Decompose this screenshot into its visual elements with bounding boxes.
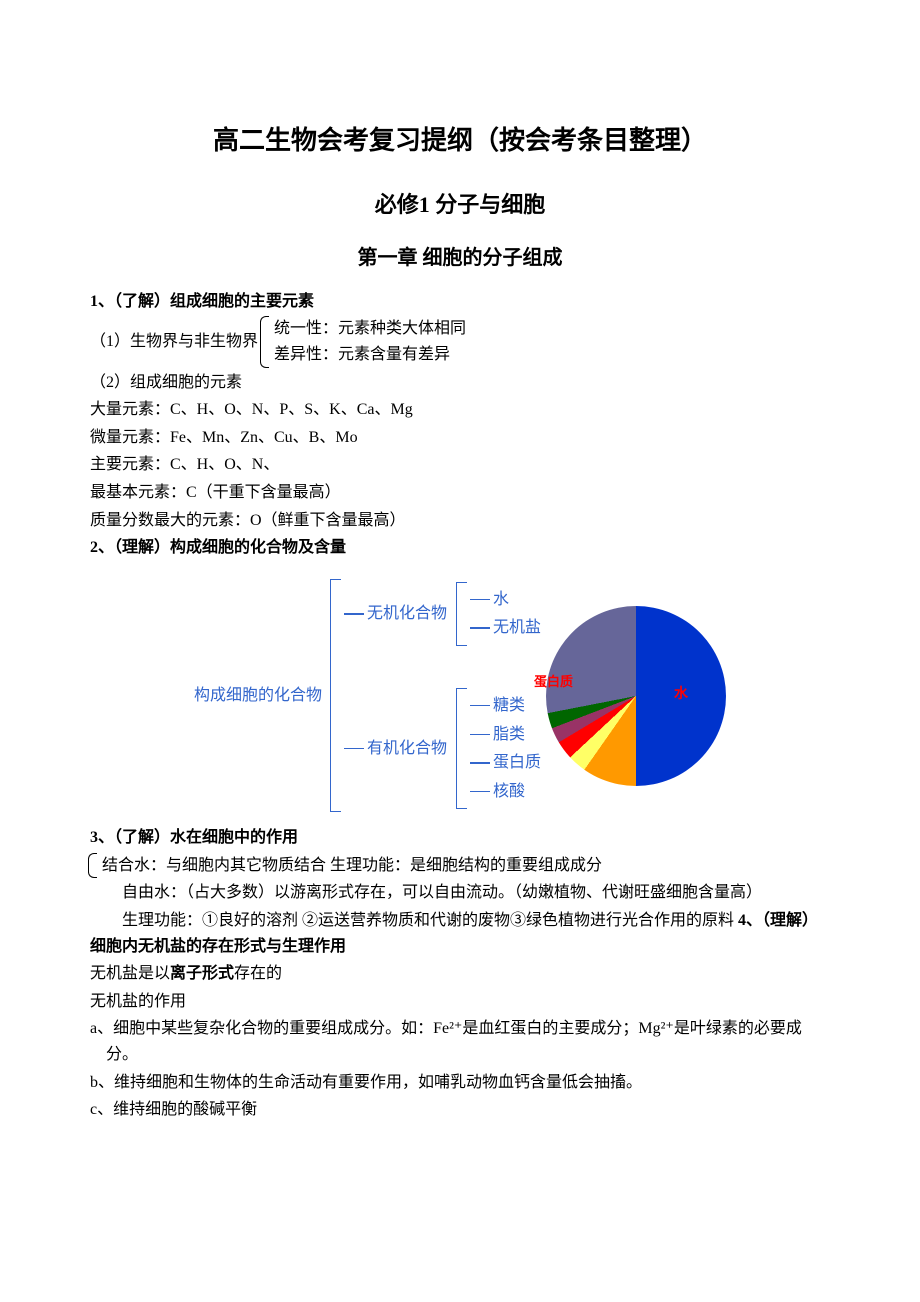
- s1-bracket2: 差异性：元素含量有差异: [262, 342, 466, 368]
- tree-organic: 有机化合物: [367, 736, 447, 762]
- leaf-salt: 无机盐: [493, 615, 541, 641]
- s4-la: a、细胞中某些复杂化合物的重要组成成分。如：Fe²⁺是血红蛋白的主要成分；Mg²…: [90, 1016, 830, 1067]
- s1-l1: 大量元素：C、H、O、N、P、S、K、Ca、Mg: [90, 397, 830, 423]
- pie-chart: 水 蛋白质: [546, 606, 726, 786]
- section2-heading: 2、（理解）构成细胞的化合物及含量: [90, 535, 830, 561]
- leaf-water: 水: [493, 587, 509, 613]
- section3-heading: 3、（了解）水在细胞中的作用: [90, 825, 830, 851]
- composition-chart: 构成细胞的化合物 无机化合物 水 无机盐 有机化合物 糖类 脂类 蛋白质 核酸: [90, 581, 830, 811]
- s1-l5: 质量分数最大的元素：O（鲜重下含量最高）: [90, 508, 830, 534]
- leaf-lipid: 脂类: [493, 722, 525, 748]
- tree-inorganic: 无机化合物: [367, 601, 447, 627]
- s4-lb: b、维持细胞和生物体的生命活动有重要作用，如哺乳动物血钙含量低会抽搐。: [90, 1070, 830, 1096]
- tree-root: 构成细胞的化合物: [194, 683, 322, 709]
- s1-l2: 微量元素：Fe、Mn、Zn、Cu、B、Mo: [90, 425, 830, 451]
- leaf-na: 核酸: [493, 779, 525, 805]
- s4-p1: 无机盐是以离子形式存在的: [90, 961, 830, 987]
- section1-heading: 1、（了解）组成细胞的主要元素: [90, 289, 830, 315]
- main-title: 高二生物会考复习提纲（按会考条目整理）: [90, 120, 830, 162]
- s1-p1-prefix: （1）生物界与非生物界: [90, 329, 258, 355]
- s3-b2-2: 生理功能：①良好的溶剂 ②运送营养物质和代谢的废物③绿色植物进行光合作用的原料 …: [90, 908, 830, 959]
- subtitle-2: 第一章 细胞的分子组成: [90, 242, 830, 274]
- s3-b2-1: 自由水：（占大多数）以游离形式存在，可以自由流动。（幼嫩植物、代谢旺盛细胞含量高…: [90, 880, 830, 906]
- s1-p2: （2）组成细胞的元素: [90, 370, 830, 396]
- s1-bracket1: 统一性：元素种类大体相同: [262, 316, 466, 342]
- s1-l3: 主要元素：C、H、O、N、: [90, 452, 830, 478]
- s3-b1: 结合水：与细胞内其它物质结合 生理功能：是细胞结构的重要组成成分: [90, 853, 830, 879]
- s4-p2: 无机盐的作用: [90, 989, 830, 1015]
- pie-water-label: 水: [674, 684, 688, 706]
- leaf-protein: 蛋白质: [493, 750, 541, 776]
- leaf-sugar: 糖类: [493, 693, 525, 719]
- s4-lc: c、维持细胞的酸碱平衡: [90, 1097, 830, 1123]
- subtitle-1: 必修1 分子与细胞: [90, 187, 830, 222]
- pie-protein-label: 蛋白质: [534, 672, 573, 693]
- s1-l4: 最基本元素：C（干重下含量最高）: [90, 480, 830, 506]
